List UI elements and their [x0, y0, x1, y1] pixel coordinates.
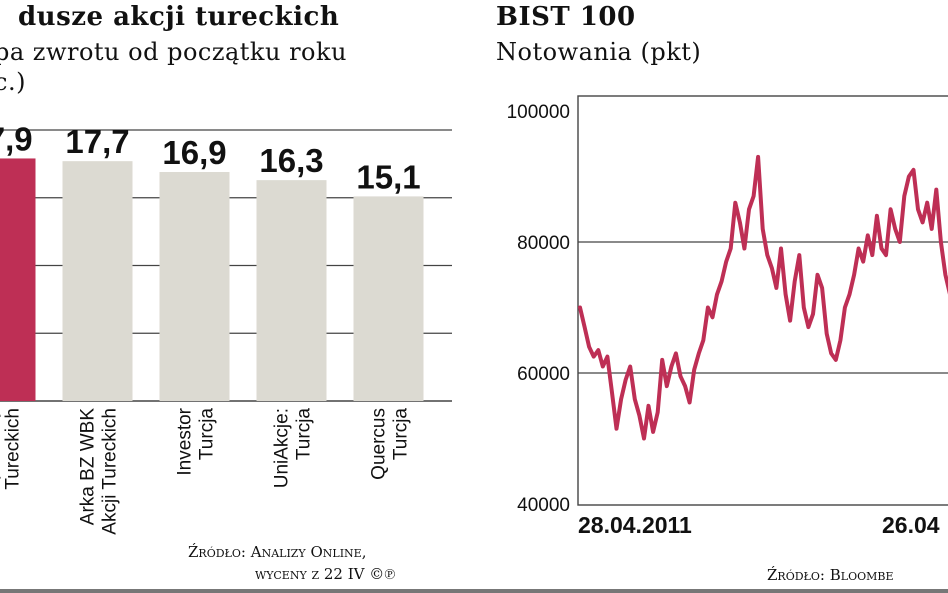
bar-value-label: 17,7	[65, 123, 129, 160]
category-label: Investor Turcja	[175, 407, 218, 475]
category-label-line: Caspar Akcji	[0, 408, 2, 514]
bar	[62, 161, 133, 401]
bar	[0, 158, 36, 401]
bar-value-label: 16,9	[162, 134, 226, 171]
bar	[256, 180, 327, 401]
category-label: Arka BZ WBK Akcji Tureckich	[78, 408, 121, 535]
plot-frame	[577, 95, 948, 506]
bar-chart-subtitle-line-2: c.)	[0, 68, 26, 96]
line-chart-plot: 40000 60000 80000 100000 28.04.2011 26.04	[507, 95, 948, 538]
y-tick-label: 60000	[517, 364, 570, 385]
category-label-line: Turcja	[197, 408, 218, 461]
category-label-line: Akcji Tureckich	[100, 408, 121, 535]
bar-value-label: 15,1	[356, 158, 420, 195]
line-chart-source: Źródło: Bloombe	[767, 566, 894, 584]
bar	[353, 196, 424, 401]
series-line	[578, 154, 948, 441]
bar-value-label: 17,9	[0, 120, 33, 157]
x-tick-label: 26.04	[882, 512, 940, 538]
category-label-line: Arka BZ WBK	[78, 408, 99, 526]
category-label-line: Turcja	[294, 408, 315, 461]
category-label-line: Tureckich	[3, 408, 24, 490]
bar-chart-panel: dusze akcji tureckich pa zwrotu od począ…	[0, 0, 462, 593]
x-tick-label: 28.04.2011	[578, 512, 692, 538]
bar-chart-subtitle-line-1: pa zwrotu od początku roku	[0, 38, 347, 66]
category-label-line: Turcja	[391, 408, 412, 461]
category-label-line: Quercus	[369, 408, 390, 480]
bar-chart-title: dusze akcji tureckich	[18, 2, 340, 32]
line-chart-subtitle: Notowania (pkt)	[496, 38, 702, 66]
line-chart-title: BIST 100	[496, 2, 636, 32]
category-label: UniAkcje: Turcja	[272, 408, 315, 489]
category-label-line: UniAkcje:	[272, 408, 293, 488]
bar-value-label: 16,3	[259, 142, 323, 179]
y-tick-label: 80000	[517, 233, 570, 254]
category-label: Quercus Turcja	[369, 408, 412, 480]
bottom-divider	[0, 589, 948, 593]
line-chart-panel: BIST 100 Notowania (pkt) 40000 60000 80000…	[470, 0, 948, 593]
y-tick-label: 40000	[517, 495, 570, 516]
bar	[159, 172, 230, 401]
y-tick-label: 100000	[507, 102, 570, 123]
bar-chart-source-line-2: wyceny z 22 IV ©℗	[255, 565, 396, 583]
category-label-line: Investor	[175, 407, 196, 475]
bar-chart-source-line-1: Źródło: Analizy Online,	[188, 543, 367, 561]
